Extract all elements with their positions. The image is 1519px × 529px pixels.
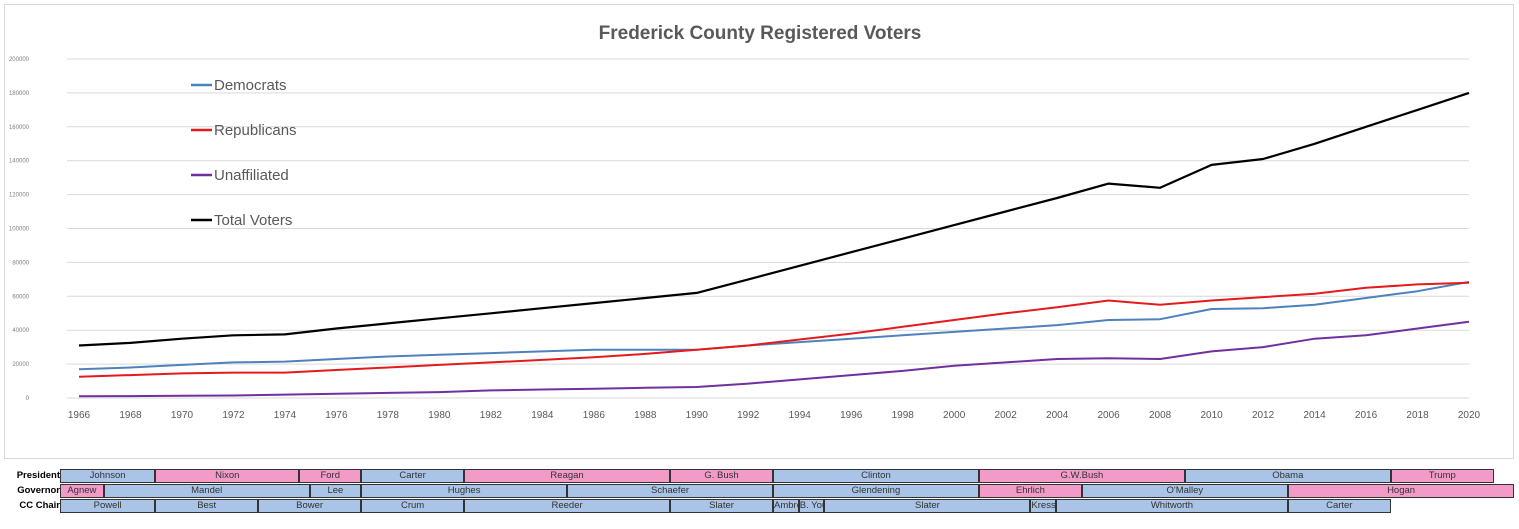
x-tick-label: 2002 (995, 410, 1018, 421)
x-tick-label: 2000 (943, 410, 966, 421)
x-tick-label: 1970 (171, 410, 194, 421)
x-tick-label: 2004 (1046, 410, 1069, 421)
y-tick-label: 80000 (12, 260, 29, 266)
series-line-democrats (78, 280, 1470, 371)
x-tick-label: 1978 (377, 410, 400, 421)
x-tick-label: 1984 (531, 410, 554, 421)
x-tick-label: 1972 (222, 410, 245, 421)
x-tick-label: 1998 (892, 410, 915, 421)
timeline-cell: Hogan (1287, 484, 1515, 498)
timeline-cell: Slater (824, 499, 1031, 513)
y-tick-label: 100000 (9, 227, 30, 233)
timeline-cell: Carter (361, 469, 465, 483)
y-tick-label: 60000 (12, 294, 29, 300)
timeline-row-label: CC Chair (19, 500, 60, 511)
series-line-republicans (78, 281, 1470, 378)
chart-area: Frederick County Registered Voters 0 20000… (4, 4, 1514, 459)
y-tick-label: 160000 (9, 125, 30, 131)
timeline-cell: Johnson (60, 469, 156, 483)
y-tick-label: 180000 (9, 91, 30, 97)
y-tick-label: 120000 (9, 193, 30, 199)
timeline-cell: Crum (361, 499, 465, 513)
x-tick-label: 1992 (737, 410, 760, 421)
timeline-cell: G. Bush (670, 469, 773, 483)
x-tick-label: 2008 (1149, 410, 1172, 421)
chart-title: Frederick County Registered Voters (599, 23, 922, 44)
x-tick-label: 1996 (840, 410, 863, 421)
x-tick-label: 2006 (1098, 410, 1121, 421)
timeline-cell: Clinton (773, 469, 979, 483)
x-tick-label: 2020 (1458, 410, 1481, 421)
x-tick-label: 1966 (68, 410, 91, 421)
timeline-cell: Whitworth (1056, 499, 1288, 513)
y-tick-label: 40000 (12, 328, 29, 334)
timeline-cell: Hughes (361, 484, 568, 498)
timeline-cell: Ford (299, 469, 362, 483)
timeline-cell: Agnew (60, 484, 104, 498)
y-tick-label: 140000 (9, 159, 30, 165)
timeline-cell: Reeder (464, 499, 671, 513)
timeline-cell: Obama (1184, 469, 1391, 483)
timeline-cell: Ambrose (773, 499, 799, 513)
x-tick-label: 2018 (1406, 410, 1429, 421)
timeline-cell: Glendening (773, 484, 979, 498)
timeline-cell: Ehrlich (978, 484, 1082, 498)
timeline-cell: Best (155, 499, 259, 513)
series-line-unaffiliated (78, 320, 1470, 398)
timeline-cell: Trump (1390, 469, 1494, 483)
x-tick-label: 1976 (325, 410, 348, 421)
x-tick-label: 1988 (634, 410, 657, 421)
timeline-row-label: Governor (17, 485, 60, 496)
legend-label: Republicans (214, 122, 297, 139)
timeline-cell: Carter (1287, 499, 1391, 513)
timeline-cell: Reagan (464, 469, 671, 483)
y-tick-label: 0 (26, 396, 30, 402)
x-tick-label: 1974 (274, 410, 297, 421)
timeline-cell: O'Malley (1081, 484, 1288, 498)
x-tick-label: 1986 (583, 410, 606, 421)
y-tick-label: 200000 (9, 57, 30, 63)
timeline-cell: Schaefer (567, 484, 773, 498)
timeline-cell: Lee (309, 484, 362, 498)
timeline-cell: Powell (60, 499, 156, 513)
timeline-cell: Bower (258, 499, 362, 513)
timeline-cell: Slater (670, 499, 773, 513)
legend-label: Democrats (214, 77, 287, 94)
y-tick-label: 20000 (12, 362, 29, 368)
x-tick-label: 1968 (119, 410, 142, 421)
legend-label: Total Voters (214, 212, 292, 229)
line-chart: Frederick County Registered Voters 0 20000… (9, 23, 1481, 421)
x-tick-label: 2012 (1252, 410, 1275, 421)
timeline-cell: Mandel (103, 484, 310, 498)
x-tick-label: 2010 (1200, 410, 1223, 421)
x-tick-label: 1982 (480, 410, 503, 421)
series-line-total-voters (78, 91, 1470, 347)
x-tick-label: 1994 (789, 410, 812, 421)
timeline-cell: Nixon (155, 469, 300, 483)
timeline-row-label: President (16, 470, 60, 481)
x-tick-label: 2014 (1303, 410, 1326, 421)
legend-label: Unaffiliated (214, 167, 289, 184)
x-tick-label: 2016 (1355, 410, 1378, 421)
x-tick-label: 1980 (428, 410, 451, 421)
timeline-cell: B. Young (798, 499, 825, 513)
x-tick-label: 1990 (686, 410, 709, 421)
timeline-cell: Kresslein (1030, 499, 1057, 513)
timeline-cell: G.W.Bush (978, 469, 1185, 483)
